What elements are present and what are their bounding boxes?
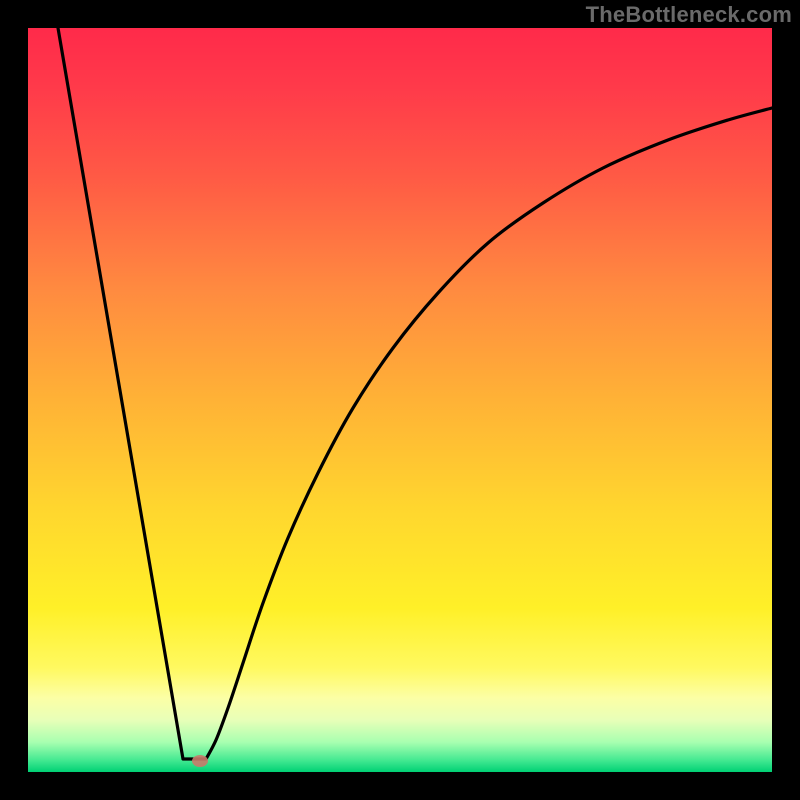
chart-frame: TheBottleneck.com xyxy=(0,0,800,800)
minimum-marker xyxy=(192,755,208,767)
chart-background xyxy=(28,28,772,772)
watermark-text: TheBottleneck.com xyxy=(586,2,792,28)
bottleneck-chart xyxy=(28,28,772,772)
